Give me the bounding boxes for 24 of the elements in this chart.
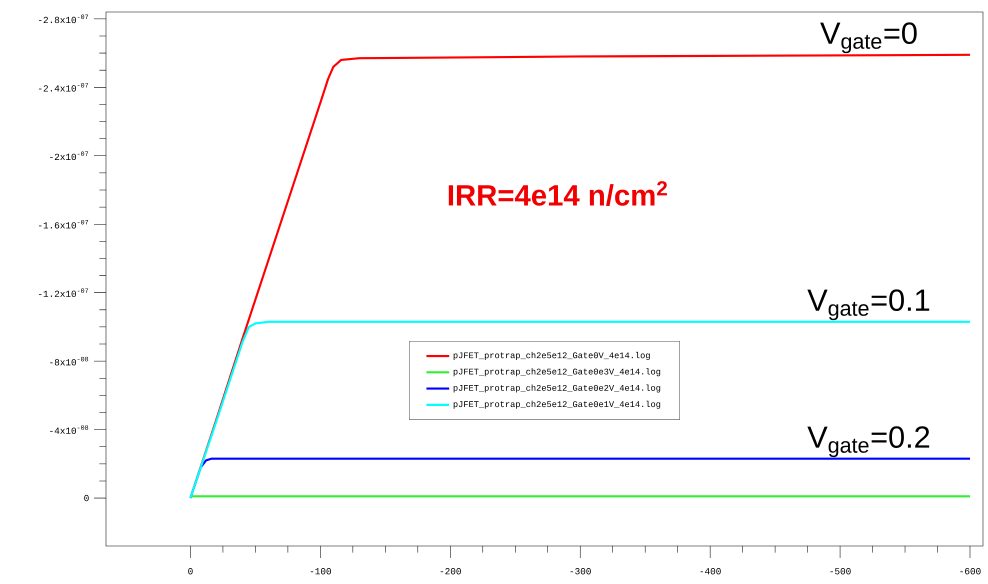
x-tick-label: -400: [700, 568, 721, 574]
annotation: IRR=4e14 n/cm$^{2}$: [448, 181, 667, 206]
y-tick-label: -2.4x10$^{-07}$: [38, 83, 88, 92]
line-series: [189, 320, 972, 500]
y-tick-label: 0: [84, 494, 89, 502]
y-tick-label: -2.8x10$^{-07}$: [38, 14, 88, 24]
legend-label: pJFET_protrap_ch2e5e12_Gate0e1V_4e14.log: [454, 400, 660, 409]
x-tick-label: 0: [188, 568, 193, 574]
annotation: V$_{gate}$=0: [820, 22, 917, 54]
x-tick-label: -100: [310, 568, 331, 574]
legend-label: pJFET_protrap_ch2e5e12_Gate0e2V_4e14.log: [454, 384, 660, 393]
y-tick-label: -8x10$^{-08}$: [50, 356, 88, 366]
x-tick-label: -600: [960, 568, 981, 574]
annotation: V$_{gate}$=0.1: [807, 289, 930, 320]
annotation: V$_{gate}$=0.2: [807, 426, 930, 458]
y-tick-label: -1.2x10$^{-07}$: [38, 288, 88, 297]
legend-label: pJFET_protrap_ch2e5e12_Gate0e3V_4e14.log: [454, 368, 660, 376]
y-tick-label: -2x10$^{-07}$: [50, 151, 88, 160]
y-tick-label: -1.6x10$^{-07}$: [38, 220, 88, 229]
y-tick-label: -4x10$^{-08}$: [50, 425, 88, 434]
legend-label: pJFET_protrap_ch2e5e12_Gate0V_4e14.log: [454, 352, 650, 360]
x-tick-label: -200: [440, 568, 461, 574]
x-tick-label: -500: [830, 568, 851, 574]
x-tick-label: -300: [570, 568, 591, 574]
